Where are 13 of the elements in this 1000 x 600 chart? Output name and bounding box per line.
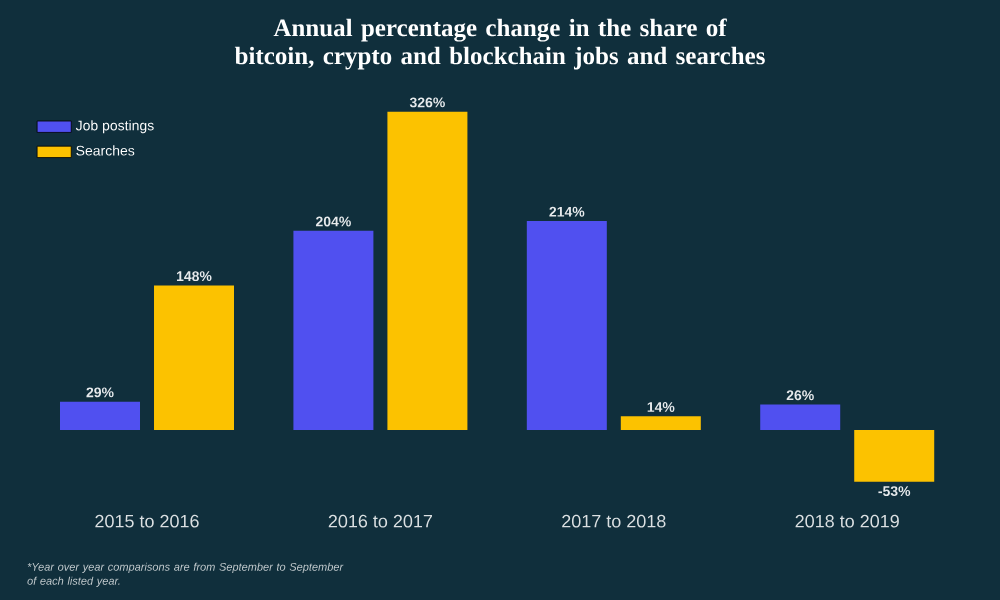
bar	[60, 401, 140, 430]
x-tick-label: 2017 to 2018	[562, 514, 666, 528]
bar	[854, 430, 935, 482]
x-tick-label: 2016 to 2017	[328, 514, 433, 528]
bar	[620, 416, 701, 430]
bar	[526, 221, 607, 430]
chart-title: Annual percentage change in the share of bitcoin, crypto and blockchain jobs and searches	[234, 18, 765, 70]
bar	[293, 230, 374, 430]
x-tick-label: 2018 to 2019	[795, 514, 899, 528]
x-tick-label: 2015 to 2016	[95, 514, 199, 528]
bar	[760, 404, 841, 430]
bar	[387, 111, 468, 430]
bar	[154, 285, 234, 430]
